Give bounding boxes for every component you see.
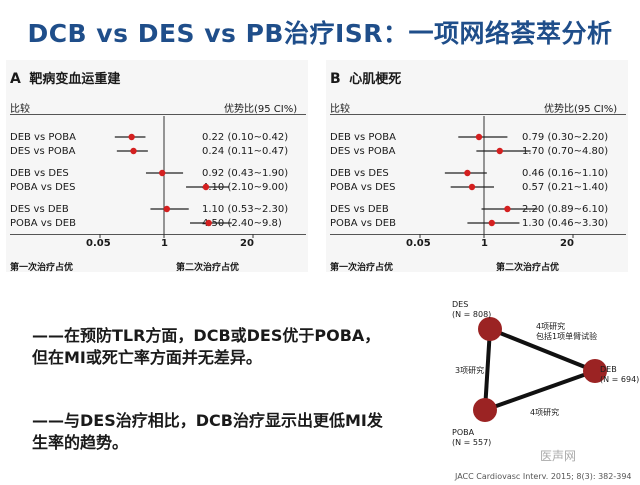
column-header-comparison: 比较	[330, 104, 350, 115]
edge-label: 4项研究	[536, 322, 566, 331]
row-label: DEB vs DES	[10, 168, 69, 179]
tick-label: 20	[560, 238, 574, 249]
column-header-comparison: 比较	[10, 104, 30, 115]
tick-label: 1	[161, 238, 168, 249]
row-odds-ratio: 0.57 (0.21~1.40)	[522, 182, 609, 193]
edge-label-des-poba: 3项研究	[455, 366, 485, 375]
column-header-odds-ratio: 优势比(95 CI%)	[224, 104, 298, 115]
point-estimate	[128, 133, 135, 141]
favor-second-label: 第二次治疗占优	[496, 263, 560, 273]
point-estimate	[468, 183, 476, 191]
favor-second-label: 第二次治疗占优	[176, 263, 240, 273]
edge-label-poba-deb: 4项研究	[530, 408, 560, 417]
point-estimate	[163, 205, 171, 213]
edge-poba-deb	[484, 369, 596, 412]
row-label: POBA vs DES	[10, 182, 76, 193]
row-label: DES vs DEB	[330, 204, 389, 215]
node-poba	[473, 398, 497, 422]
tick-label: 20	[240, 238, 254, 249]
header-rule	[330, 114, 626, 115]
node-label-deb: DEB (N = 694)	[600, 365, 639, 385]
row-label: DEB vs POBA	[330, 132, 396, 143]
tick-label: 0.05	[86, 238, 111, 249]
row-odds-ratio: 1.70 (0.70~4.80)	[522, 146, 609, 157]
node-count: (N = 808)	[452, 310, 492, 319]
node-label-des: DES (N = 808)	[452, 300, 491, 320]
node-des	[478, 317, 502, 341]
point-estimate	[130, 147, 137, 155]
row-odds-ratio: 1.10 (0.53~2.30)	[202, 204, 289, 215]
tick-label: 0.05	[406, 238, 431, 249]
edge-des-deb	[489, 327, 596, 373]
network-diagram	[473, 317, 607, 422]
node-name: POBA	[452, 428, 475, 437]
panel-a-title: 靶病变血运重建	[29, 72, 121, 87]
row-label: DES vs POBA	[330, 146, 396, 157]
row-label: POBA vs DEB	[330, 218, 396, 229]
forest-plot-panel-b: B 心肌梗死 比较 优势比(95 CI%) DEB vs POBA DES vs…	[326, 60, 628, 273]
row-label: DEB vs POBA	[10, 132, 76, 143]
axis-line	[10, 234, 306, 235]
point-estimate	[488, 219, 495, 227]
forest-plot-b	[419, 116, 574, 238]
panel-b-title: 心肌梗死	[349, 72, 402, 87]
panel-b-letter: B	[330, 71, 341, 87]
node-deb	[583, 359, 607, 383]
watermark: 医声网	[540, 449, 577, 463]
row-odds-ratio: 0.24 (0.11~0.47)	[202, 146, 289, 157]
node-count: (N = 694)	[600, 375, 640, 384]
header-rule	[10, 114, 306, 115]
forest-plot-a	[99, 116, 254, 238]
node-name: DEB	[600, 365, 617, 374]
point-estimate	[496, 147, 503, 155]
favor-first-label: 第一次治疗占优	[330, 263, 394, 273]
row-odds-ratio: 0.92 (0.43~1.90)	[202, 168, 289, 179]
column-header-odds-ratio: 优势比(95 CI%)	[544, 104, 618, 115]
point-estimate	[475, 133, 483, 141]
point-estimate	[464, 169, 471, 177]
edge-des-poba	[483, 328, 492, 411]
point-estimate	[205, 219, 212, 227]
conclusion-bullet-2: ——与DES治疗相比，DCB治疗显示出更低MI发生率的趋势。	[32, 411, 383, 452]
row-odds-ratio: 4.50 (2.40~9.8)	[202, 218, 282, 229]
tick-label: 1	[481, 238, 488, 249]
row-odds-ratio: 4.10 (2.10~9.00)	[202, 182, 289, 193]
row-label: POBA vs DEB	[10, 218, 76, 229]
row-odds-ratio: 0.22 (0.10~0.42)	[202, 132, 289, 143]
edge-sublabel: 包括1项单臂试验	[536, 332, 598, 341]
citation: JACC Cardiovasc Interv. 2015; 8(3): 382-…	[455, 472, 632, 481]
panel-a-label: A 靶病变血运重建	[10, 68, 120, 87]
edge-label-des-deb: 4项研究 包括1项单臂试验	[536, 322, 597, 342]
favor-first-label: 第一次治疗占优	[10, 263, 74, 273]
point-estimate	[504, 205, 511, 213]
axis-line	[330, 234, 626, 235]
row-odds-ratio: 2.20 (0.89~6.10)	[522, 204, 609, 215]
forest-plot-panel-a: A 靶病变血运重建 比较 优势比(95 CI%) DEB vs POBA DES…	[6, 60, 308, 273]
node-count: (N = 557)	[452, 438, 492, 447]
slide-title: DCB vs DES vs PB治疗ISR：一项网络荟萃分析	[27, 19, 613, 48]
conclusion-bullet-1: ——在预防TLR方面，DCB或DES优于POBA，但在MI或死亡率方面并无差异。	[32, 326, 381, 367]
node-name: DES	[452, 300, 469, 309]
panel-b-label: B 心肌梗死	[330, 68, 401, 87]
row-label: DES vs DEB	[10, 204, 69, 215]
row-label: DEB vs DES	[330, 168, 389, 179]
row-odds-ratio: 0.46 (0.16~1.10)	[522, 168, 609, 179]
node-label-poba: POBA (N = 557)	[452, 428, 491, 448]
row-odds-ratio: 1.30 (0.46~3.30)	[522, 218, 609, 229]
row-label: POBA vs DES	[330, 182, 396, 193]
row-label: DES vs POBA	[10, 146, 76, 157]
point-estimate	[159, 169, 166, 177]
point-estimate	[202, 183, 210, 191]
panel-a-letter: A	[10, 71, 21, 87]
row-odds-ratio: 0.79 (0.30~2.20)	[522, 132, 609, 143]
